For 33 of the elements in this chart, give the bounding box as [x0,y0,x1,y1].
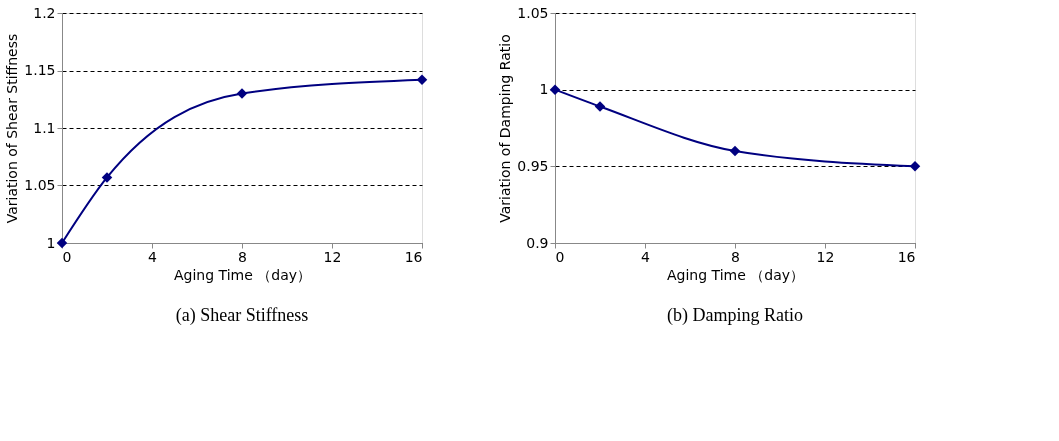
y-tick-label: 1.05 [24,177,56,193]
y-tick-label: 1.05 [517,4,549,21]
y-tick-label: 1.2 [33,4,56,21]
text: (b) Damping Ratio [667,305,803,326]
y-axis-title: Variation of Shear Stiffness [4,33,21,224]
y-tick-label: 1.15 [24,62,56,78]
x-axis-title: Aging Time （day） [666,266,805,283]
x-tick-label: 4 [641,248,651,265]
x-tick-label: 0 [555,248,565,265]
x-tick-label: 8 [731,248,740,265]
x-tick-label: 4 [148,248,158,265]
x-tick-label: 0 [62,248,72,265]
x-axis-title: Aging Time （day） [173,266,312,283]
y-tick-label: 0.9 [526,234,549,251]
point [236,88,248,99]
x-tick-label: 16 [404,248,423,265]
y-tick-label: 0.95 [517,157,549,174]
point [729,145,741,157]
text: (a) Shear Stiffness [175,305,309,326]
point [56,237,68,249]
x-tick-label: 16 [897,248,916,265]
point [909,161,921,172]
point [101,172,113,183]
y-tick-label: 1 [46,234,56,251]
y-tick-label: 1.1 [33,119,56,136]
point [594,101,606,112]
x-tick-label: 12 [323,248,342,265]
point [549,84,561,95]
y-tick-label: 1 [539,81,549,98]
point [416,74,428,85]
y-axis-title: Variation of Damping Ratio [497,34,514,223]
x-tick-label: 12 [816,248,835,265]
x-tick-label: 8 [238,248,247,265]
